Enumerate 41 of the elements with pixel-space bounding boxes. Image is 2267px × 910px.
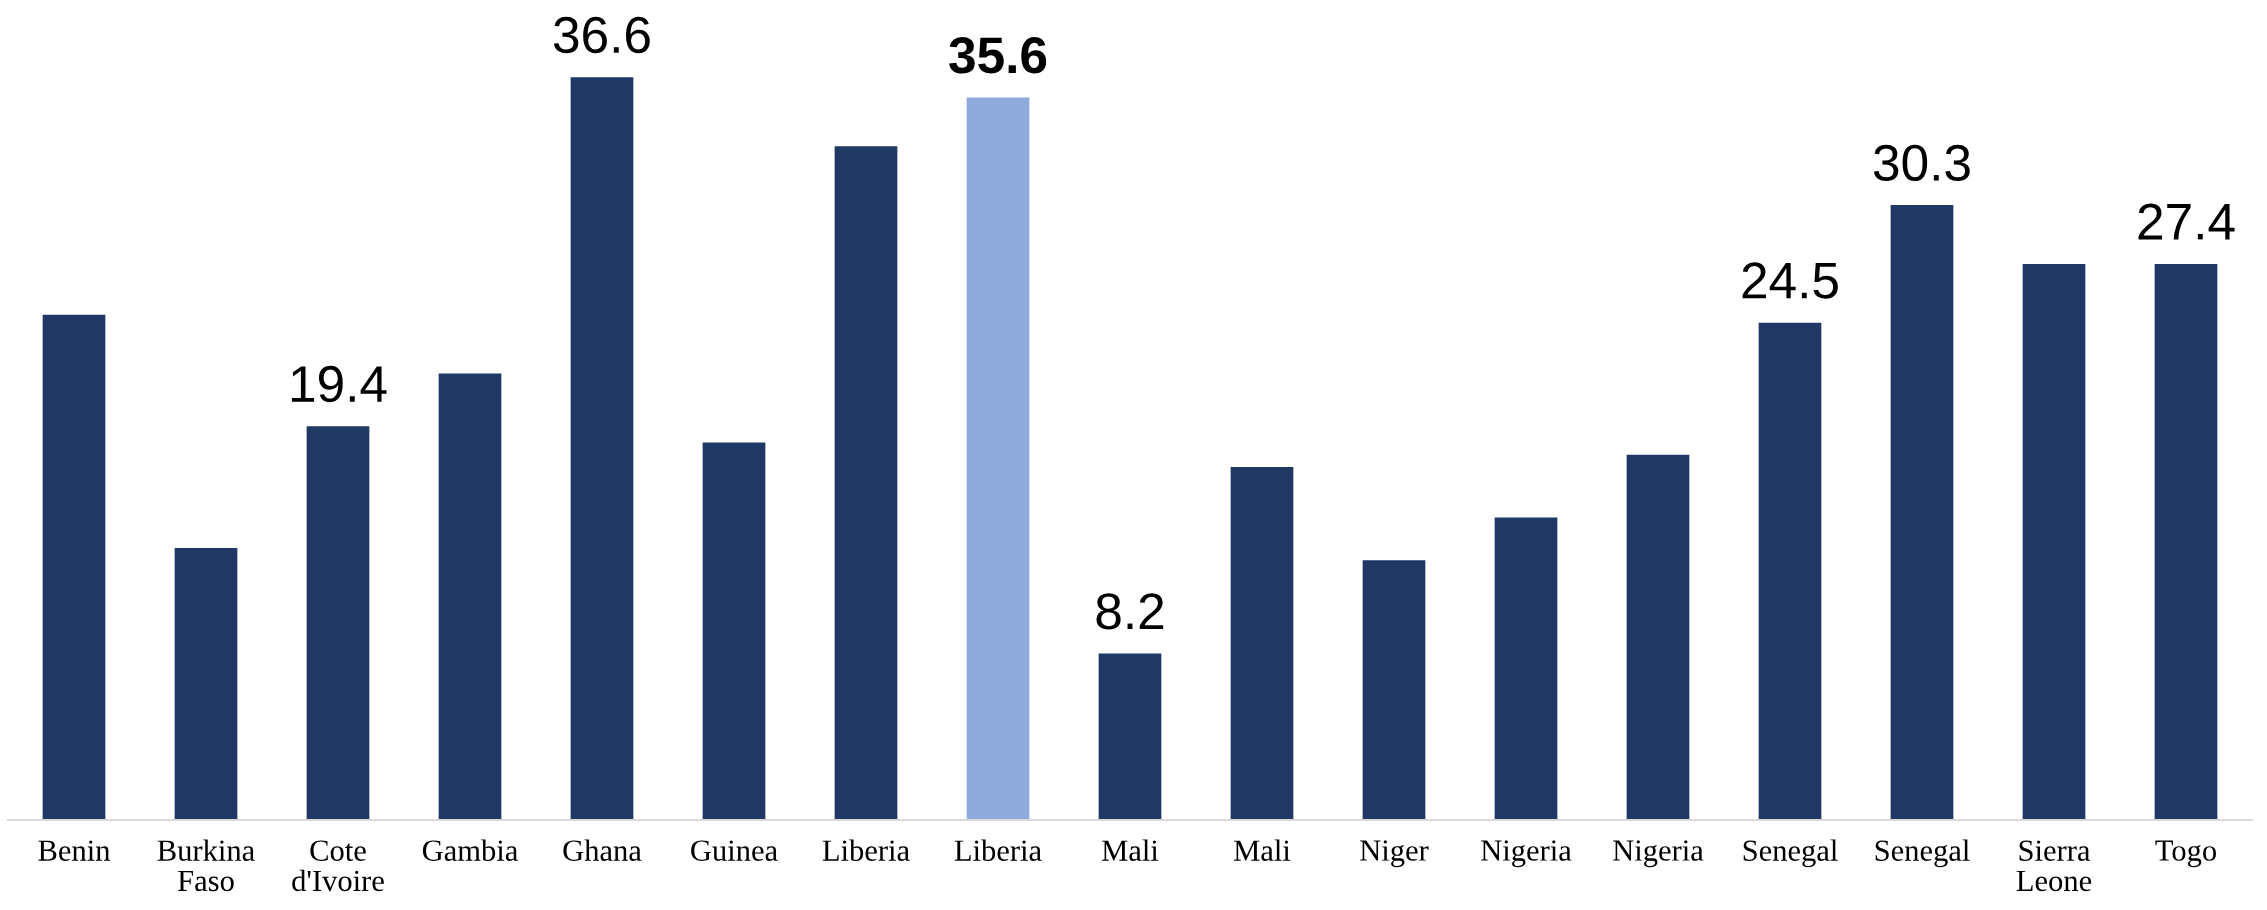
x-tick-label: Nigeria xyxy=(1481,840,1572,868)
bar xyxy=(42,314,106,820)
bar xyxy=(2022,263,2086,820)
x-tick-label: Guinea xyxy=(691,840,778,861)
bar xyxy=(2154,263,2218,820)
bar xyxy=(834,146,898,820)
x-tick-label: Liberia xyxy=(954,839,1042,861)
bar xyxy=(966,97,1030,820)
data-label: 35.6 xyxy=(949,37,1047,74)
x-tick-label: Ghana xyxy=(563,839,642,861)
x-tick-label: Sierra Leone xyxy=(2016,840,2092,892)
x-tick-label: Benin xyxy=(38,840,111,861)
bar xyxy=(174,548,238,820)
x-tick-label: Burkina Faso xyxy=(157,839,255,892)
data-label: 27.4 xyxy=(2138,203,2235,240)
bar xyxy=(1494,517,1558,820)
bar xyxy=(306,426,370,820)
bar xyxy=(1626,454,1690,820)
bar xyxy=(1230,466,1294,820)
x-tick-label: Togo xyxy=(2155,840,2217,868)
bar xyxy=(702,442,766,820)
bar xyxy=(1758,322,1822,820)
x-tick-label: Liberia xyxy=(822,839,910,861)
data-label: 19.4 xyxy=(291,365,387,403)
x-tick-label: Mali xyxy=(1234,839,1291,861)
bar xyxy=(438,373,502,820)
bar xyxy=(570,77,634,820)
data-label: 36.6 xyxy=(553,16,650,54)
x-tick-label: Senegal xyxy=(1743,839,1838,868)
bar xyxy=(1098,653,1162,820)
data-label: 24.5 xyxy=(1742,262,1838,299)
bar xyxy=(1362,560,1426,820)
x-tick-label: Senegal xyxy=(1875,839,1970,868)
bar xyxy=(1890,205,1954,820)
x-tick-label: Mali xyxy=(1102,839,1159,861)
data-label: 30.3 xyxy=(1873,144,1970,182)
x-tick-label: Niger xyxy=(1360,840,1429,868)
x-tick-label: Nigeria xyxy=(1613,840,1704,868)
x-tick-label: Cote d'Ivoire xyxy=(292,840,384,892)
data-label: 8.2 xyxy=(1096,593,1164,630)
x-tick-label: Gambia xyxy=(422,839,518,861)
